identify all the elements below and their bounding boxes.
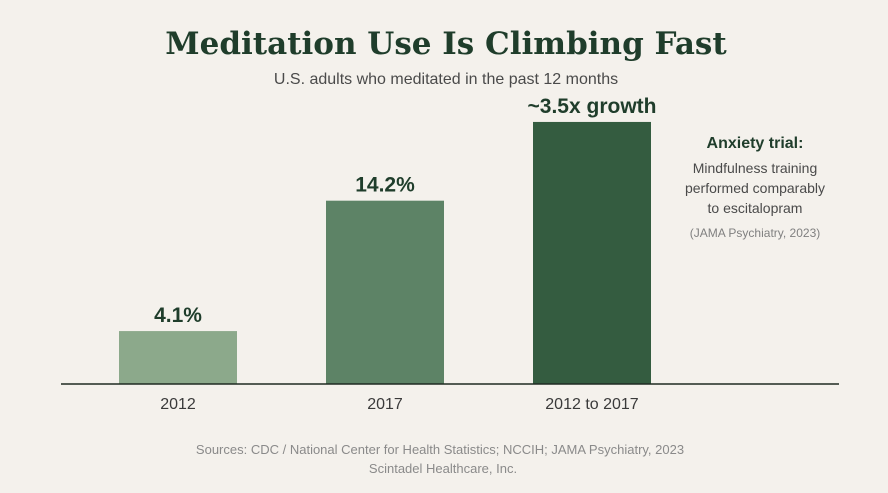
x-tick-label-1: 2012 [160,396,196,413]
annotation-citation: (JAMA Psychiatry, 2023) [690,226,821,240]
annotation-line-2: performed comparably [685,180,825,196]
annotation-line-3: to escitalopram [708,200,803,216]
x-tick-label-2: 2017 [367,396,403,413]
bar-1 [119,331,237,384]
chart-subtitle: U.S. adults who meditated in the past 12… [274,71,618,88]
bar-group: 4.1% 2012 14.2% 2017 ~3.5x growth 2012 to 201… [119,95,656,413]
annotation-title: Anxiety trial: [707,135,804,152]
bar-value-label-1: 4.1% [154,304,202,327]
footer-credit: Scintadel Healthcare, Inc. [369,461,517,476]
footer-sources: Sources: CDC / National Center for Healt… [196,442,684,457]
chart-title: Meditation Use Is Climbing Fast [165,26,727,62]
x-tick-label-3: 2012 to 2017 [545,396,639,413]
bar-3 [533,121,651,384]
annotation: Anxiety trial: Mindfulness training perf… [685,135,825,240]
bar-value-label-2: 14.2% [355,174,415,197]
annotation-line-1: Mindfulness training [693,160,818,176]
bar-value-label-3: ~3.5x growth [528,95,657,118]
bar-2 [326,200,444,384]
